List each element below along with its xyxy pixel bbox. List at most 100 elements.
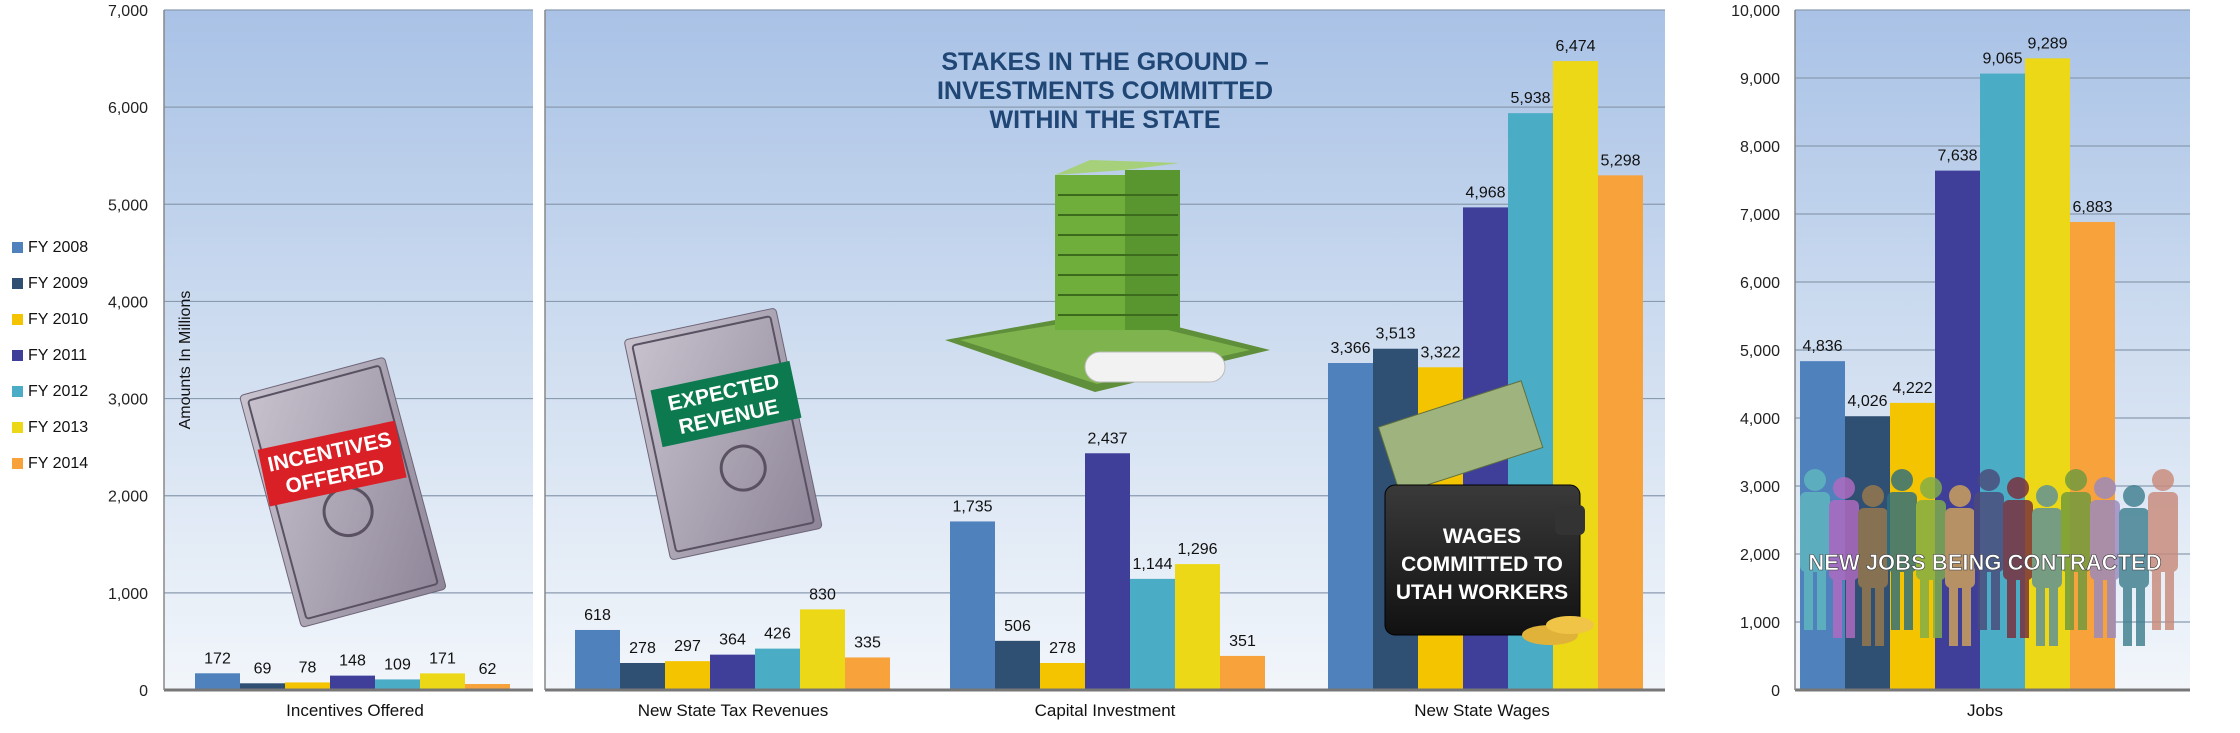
wages-banner-line2: COMMITTED TO <box>1401 553 1563 576</box>
person-head <box>2152 469 2174 491</box>
data-label: 69 <box>254 660 272 677</box>
y-tick-label: 4,000 <box>1740 411 1780 428</box>
y-tick-label: 0 <box>1771 683 1780 700</box>
y-tick-label: 3,000 <box>1740 479 1780 496</box>
data-label: 618 <box>584 607 611 624</box>
person-leg <box>2152 570 2161 630</box>
wages-banner: WAGES COMMITTED TO UTAH WORKERS <box>1396 525 1568 604</box>
category-label: Capital Investment <box>1035 701 1176 720</box>
person-body <box>1945 508 1975 588</box>
bar-new-state-tax-revenues-fy-2011 <box>710 654 755 690</box>
person-leg <box>1833 578 1842 638</box>
data-label: 4,026 <box>1847 393 1887 410</box>
data-label: 4,968 <box>1465 184 1505 201</box>
y-tick-label: 1,000 <box>108 586 148 603</box>
person-body <box>2090 500 2120 580</box>
people-silhouettes <box>1800 469 2178 646</box>
person-leg <box>1891 570 1900 630</box>
bar-capital-investment-fy-2008 <box>950 521 995 690</box>
y-tick-label: 3,000 <box>108 392 148 409</box>
person-leg <box>1920 578 1929 638</box>
y-tick-label: 2,000 <box>108 489 148 506</box>
person-head <box>1862 485 1884 507</box>
person-body <box>1858 508 1888 588</box>
data-label: 506 <box>1004 618 1031 635</box>
person-leg <box>2036 586 2045 646</box>
wallet-illustration <box>1377 380 1594 645</box>
person-leg <box>1991 570 2000 630</box>
wages-banner-line3: UTAH WORKERS <box>1396 581 1568 604</box>
bar-new-state-tax-revenues-fy-2009 <box>620 662 665 690</box>
legend-item: FY 2008 <box>28 239 88 256</box>
data-label: 9,065 <box>1982 51 2022 68</box>
data-label: 351 <box>1229 633 1256 650</box>
legend-swatch <box>12 350 23 361</box>
person-body <box>2003 500 2033 580</box>
data-label: 4,222 <box>1892 380 1932 397</box>
person-body <box>1829 500 1859 580</box>
bar-incentives-offered-fy-2011 <box>330 675 375 690</box>
data-label: 1,144 <box>1132 556 1172 573</box>
y-tick-label: 6,000 <box>108 100 148 117</box>
category-label: New State Tax Revenues <box>638 701 829 720</box>
data-label: 78 <box>299 659 317 676</box>
data-label: 9,289 <box>2027 35 2067 52</box>
person-leg <box>1804 570 1813 630</box>
category-label: New State Wages <box>1414 701 1549 720</box>
person-head <box>1833 477 1855 499</box>
legend-item: FY 2011 <box>28 347 87 364</box>
data-label: 6,474 <box>1555 38 1595 55</box>
legend-swatch <box>12 458 23 469</box>
y-tick-label: 6,000 <box>1740 275 1780 292</box>
chart-headline: STAKES IN THE GROUND – INVESTMENTS COMMI… <box>937 48 1273 134</box>
person-body <box>1800 492 1830 572</box>
person-head <box>1949 485 1971 507</box>
person-leg <box>1875 586 1884 646</box>
data-label: 3,366 <box>1330 340 1370 357</box>
bar-incentives-offered-fy-2009 <box>240 683 285 690</box>
building-illustration <box>945 160 1270 392</box>
data-label: 426 <box>764 626 791 643</box>
y-tick-label: 7,000 <box>108 3 148 20</box>
y-tick-label: 2,000 <box>1740 547 1780 564</box>
data-label: 148 <box>339 653 366 670</box>
data-label: 297 <box>674 638 701 655</box>
data-label: 3,513 <box>1375 326 1415 343</box>
incentives-offered-banner: INCENTIVES OFFERED <box>257 420 407 507</box>
data-label: 1,735 <box>952 498 992 515</box>
person-leg <box>1904 570 1913 630</box>
person-body <box>2032 508 2062 588</box>
data-label: 171 <box>429 650 456 667</box>
person-head <box>1891 469 1913 491</box>
y-tick-label: 4,000 <box>108 294 148 311</box>
bar-incentives-offered-fy-2008 <box>195 673 240 690</box>
data-label: 278 <box>629 640 656 657</box>
bar-new-state-tax-revenues-fy-2010 <box>665 661 710 690</box>
person-leg <box>1949 586 1958 646</box>
bar-capital-investment-fy-2014 <box>1220 655 1265 690</box>
person-leg <box>1962 586 1971 646</box>
person-leg <box>2020 578 2029 638</box>
legend-swatch <box>12 242 23 253</box>
person-leg <box>2078 570 2087 630</box>
legend-item: FY 2009 <box>28 275 88 292</box>
bar-incentives-offered-fy-2013 <box>420 673 465 690</box>
data-label: 4,836 <box>1802 338 1842 355</box>
person-leg <box>2165 570 2174 630</box>
y-tick-label: 10,000 <box>1731 3 1780 20</box>
person-head <box>1920 477 1942 499</box>
person-leg <box>1978 570 1987 630</box>
axes <box>163 10 2190 692</box>
y-tick-label: 5,000 <box>1740 343 1780 360</box>
person-head <box>2036 485 2058 507</box>
tick-labels: 0 1,000 2,000 3,000 4,000 5,000 6,000 7,000 0 1,0… <box>108 3 1780 700</box>
category-label: Incentives Offered <box>286 701 424 720</box>
data-label: 6,883 <box>2072 199 2112 216</box>
data-label: 830 <box>809 586 836 603</box>
y-tick-label: 8,000 <box>1740 139 1780 156</box>
person-head <box>2065 469 2087 491</box>
wages-banner-line1: WAGES <box>1443 525 1521 548</box>
bar-jobs-fy-2013 <box>2025 58 2070 690</box>
bar-new-state-tax-revenues-fy-2008 <box>575 629 620 690</box>
